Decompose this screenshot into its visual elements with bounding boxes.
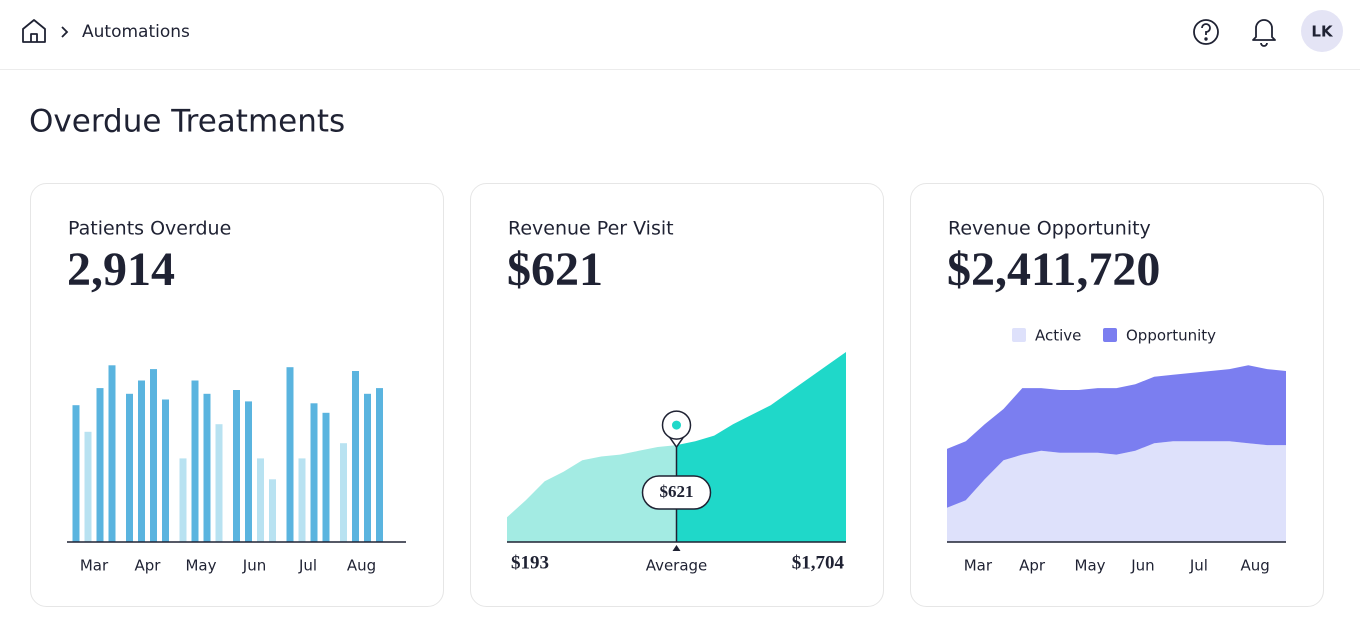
x-tick-label: Jun <box>242 557 266 575</box>
bar <box>364 393 371 542</box>
card: Revenue Opportunity $2,411,720 Mar Apr May Ju… <box>910 183 1324 607</box>
x-tick-label: Mar <box>80 557 109 575</box>
annotation-bubble <box>641 475 712 510</box>
card-title: Revenue Opportunity <box>948 218 1151 240</box>
legend-swatch <box>1012 328 1026 342</box>
legend-swatch <box>1103 328 1117 342</box>
x-tick-label: Jul <box>298 557 317 575</box>
breadcrumb-chevron <box>61 26 69 38</box>
card-title: Patients Overdue <box>68 218 231 240</box>
average-marker <box>672 545 681 551</box>
breadcrumb[interactable]: Automations <box>82 22 190 42</box>
x-tick-label: Mar <box>964 557 993 575</box>
bell-icon[interactable] <box>1252 19 1276 47</box>
legend-label: Active <box>1035 327 1081 345</box>
area <box>507 445 677 542</box>
legend-label: Opportunity <box>1126 327 1216 345</box>
x-tick-label: Aug <box>347 557 376 575</box>
bar <box>269 479 276 542</box>
bar <box>322 412 330 542</box>
annotation: $621 <box>660 482 694 501</box>
page-title: Overdue Treatments <box>29 104 345 140</box>
x-tick-label: $193 <box>511 552 549 573</box>
area <box>947 365 1286 508</box>
bar <box>108 365 116 542</box>
card-title: Revenue Per Visit <box>508 218 674 240</box>
card: Revenue Per Visit $621 $621 $193 Average $1,7… <box>470 183 884 607</box>
bar <box>72 405 80 542</box>
bar <box>162 399 169 542</box>
bar <box>215 424 223 542</box>
bar <box>233 390 240 542</box>
bar <box>150 369 157 542</box>
x-tick-label: Average <box>646 557 708 575</box>
bar <box>179 458 187 542</box>
bar <box>245 401 252 542</box>
avatar[interactable] <box>1301 10 1343 52</box>
bar <box>96 388 104 542</box>
bar <box>298 458 306 542</box>
x-tick-label: May <box>1075 557 1106 575</box>
bar <box>352 371 359 542</box>
card-headline: 2,914 <box>67 243 175 296</box>
bar <box>340 443 347 542</box>
x-tick-label: Aug <box>1241 557 1270 575</box>
bar <box>376 388 383 542</box>
card-headline: $621 <box>507 243 603 296</box>
home-icon[interactable] <box>22 19 46 43</box>
bar <box>138 380 145 542</box>
x-tick-label: Jul <box>1189 557 1208 575</box>
bar <box>286 367 294 542</box>
x-tick-label: Apr <box>1019 557 1046 575</box>
bar <box>310 403 318 542</box>
x-tick-label: $1,704 <box>792 552 845 573</box>
x-tick-label: Apr <box>135 557 162 575</box>
x-tick-label: Jun <box>1130 557 1154 575</box>
card-headline: $2,411,720 <box>947 243 1160 296</box>
bar <box>257 458 264 542</box>
bar <box>84 431 92 542</box>
area <box>947 441 1286 542</box>
bar <box>126 393 133 542</box>
help-icon[interactable] <box>1193 19 1219 45</box>
x-tick-label: May <box>185 557 216 575</box>
average-pin-dot <box>672 420 681 430</box>
area <box>676 352 846 542</box>
bar <box>191 380 199 542</box>
avatar-initials: LK <box>1311 23 1334 41</box>
card: Patients Overdue 2,914 Mar Apr May Jun Jul Aug <box>30 183 444 607</box>
bar <box>203 393 211 542</box>
